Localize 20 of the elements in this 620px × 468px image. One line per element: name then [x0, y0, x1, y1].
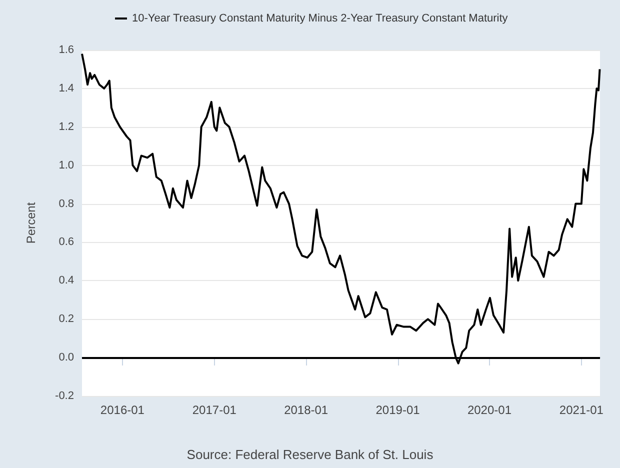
x-tick-label: 2016-01	[100, 403, 145, 417]
x-tick-label: 2021-01	[559, 403, 604, 417]
y-tick-label: 1.0	[58, 159, 74, 172]
x-tick-label: 2017-01	[192, 403, 237, 417]
y-tick-label: 0.0	[58, 352, 74, 364]
y-tick-label: 1.2	[58, 120, 74, 133]
y-tick-label: 1.6	[58, 44, 74, 56]
y-tick-label: 1.4	[58, 82, 74, 94]
y-tick-label: 0.8	[58, 198, 74, 210]
x-tick-label: 2018-01	[284, 403, 328, 417]
y-tick-label: -0.2	[55, 390, 74, 402]
legend-label: 10-Year Treasury Constant Maturity Minus 2-Year Treasury Constant Maturity	[132, 12, 508, 24]
y-tick-label: 0.6	[58, 236, 74, 248]
y-axis-title: Percent	[24, 202, 38, 244]
x-tick-label: 2019-01	[376, 403, 420, 417]
line-series	[81, 52, 601, 364]
y-tick-label: 0.2	[58, 313, 74, 326]
source-note: Source: Federal Reserve Bank of St. Louis	[186, 447, 434, 462]
x-tick-label: 2020-01	[467, 403, 512, 417]
y-tick-label: 0.4	[58, 274, 74, 287]
